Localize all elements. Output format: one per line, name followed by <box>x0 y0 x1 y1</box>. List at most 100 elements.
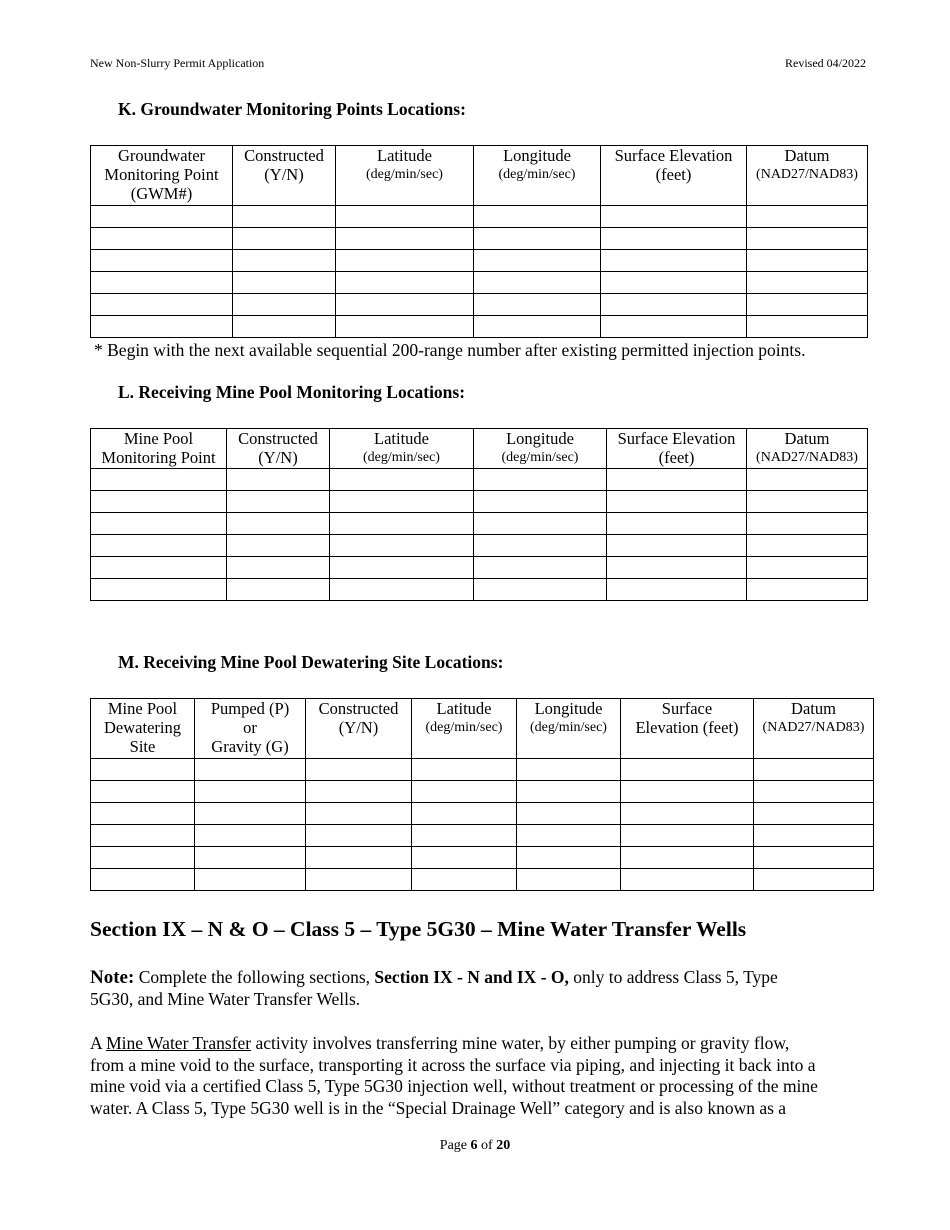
table-cell[interactable] <box>600 315 747 338</box>
table-cell[interactable] <box>226 490 330 513</box>
table-cell[interactable] <box>753 846 874 869</box>
table-cell[interactable] <box>746 534 868 557</box>
table-cell[interactable] <box>620 868 754 891</box>
table-cell[interactable] <box>232 249 336 272</box>
table-cell[interactable] <box>194 868 306 891</box>
table-cell[interactable] <box>194 758 306 781</box>
table-cell[interactable] <box>620 824 754 847</box>
table-cell[interactable] <box>516 758 621 781</box>
table-cell[interactable] <box>746 578 868 601</box>
table-cell[interactable] <box>746 249 868 272</box>
table-cell[interactable] <box>753 758 874 781</box>
table-cell[interactable] <box>620 846 754 869</box>
table-cell[interactable] <box>516 846 621 869</box>
table-cell[interactable] <box>753 802 874 825</box>
table-cell[interactable] <box>232 293 336 316</box>
table-cell[interactable] <box>473 315 601 338</box>
table-cell[interactable] <box>305 758 412 781</box>
table-cell[interactable] <box>516 780 621 803</box>
table-cell[interactable] <box>753 868 874 891</box>
table-cell[interactable] <box>473 490 607 513</box>
table-cell[interactable] <box>226 512 330 535</box>
table-cell[interactable] <box>473 205 601 228</box>
table-cell[interactable] <box>90 802 195 825</box>
table-cell[interactable] <box>473 249 601 272</box>
table-cell[interactable] <box>600 227 747 250</box>
table-cell[interactable] <box>606 490 747 513</box>
table-cell[interactable] <box>90 512 227 535</box>
table-cell[interactable] <box>90 758 195 781</box>
table-cell[interactable] <box>473 556 607 579</box>
table-cell[interactable] <box>606 556 747 579</box>
table-cell[interactable] <box>90 205 233 228</box>
table-cell[interactable] <box>232 227 336 250</box>
table-cell[interactable] <box>232 315 336 338</box>
table-cell[interactable] <box>226 556 330 579</box>
table-cell[interactable] <box>606 534 747 557</box>
table-cell[interactable] <box>90 271 233 294</box>
table-cell[interactable] <box>746 512 868 535</box>
table-cell[interactable] <box>411 802 517 825</box>
table-cell[interactable] <box>329 556 474 579</box>
table-cell[interactable] <box>746 490 868 513</box>
table-cell[interactable] <box>90 534 227 557</box>
table-cell[interactable] <box>90 490 227 513</box>
table-cell[interactable] <box>606 578 747 601</box>
table-cell[interactable] <box>194 802 306 825</box>
table-cell[interactable] <box>90 824 195 847</box>
table-cell[interactable] <box>473 293 601 316</box>
table-cell[interactable] <box>329 512 474 535</box>
table-cell[interactable] <box>226 578 330 601</box>
table-cell[interactable] <box>90 780 195 803</box>
table-cell[interactable] <box>473 578 607 601</box>
table-cell[interactable] <box>746 293 868 316</box>
table-cell[interactable] <box>90 227 233 250</box>
table-cell[interactable] <box>600 205 747 228</box>
table-cell[interactable] <box>90 846 195 869</box>
table-cell[interactable] <box>335 315 474 338</box>
table-cell[interactable] <box>232 205 336 228</box>
table-cell[interactable] <box>516 802 621 825</box>
table-cell[interactable] <box>473 468 607 491</box>
table-cell[interactable] <box>600 293 747 316</box>
table-cell[interactable] <box>620 780 754 803</box>
table-cell[interactable] <box>473 512 607 535</box>
table-cell[interactable] <box>473 227 601 250</box>
table-cell[interactable] <box>335 227 474 250</box>
table-cell[interactable] <box>226 468 330 491</box>
table-cell[interactable] <box>411 824 517 847</box>
table-cell[interactable] <box>473 534 607 557</box>
table-cell[interactable] <box>600 249 747 272</box>
table-cell[interactable] <box>746 205 868 228</box>
table-cell[interactable] <box>194 780 306 803</box>
table-cell[interactable] <box>335 249 474 272</box>
table-cell[interactable] <box>90 293 233 316</box>
table-cell[interactable] <box>746 315 868 338</box>
table-cell[interactable] <box>335 293 474 316</box>
table-cell[interactable] <box>600 271 747 294</box>
table-cell[interactable] <box>90 249 233 272</box>
table-cell[interactable] <box>90 578 227 601</box>
table-cell[interactable] <box>746 556 868 579</box>
table-cell[interactable] <box>516 868 621 891</box>
table-cell[interactable] <box>305 868 412 891</box>
table-cell[interactable] <box>516 824 621 847</box>
table-cell[interactable] <box>753 780 874 803</box>
table-cell[interactable] <box>746 227 868 250</box>
table-cell[interactable] <box>90 556 227 579</box>
table-cell[interactable] <box>90 868 195 891</box>
table-cell[interactable] <box>335 205 474 228</box>
table-cell[interactable] <box>90 315 233 338</box>
table-cell[interactable] <box>90 468 227 491</box>
table-cell[interactable] <box>329 534 474 557</box>
table-cell[interactable] <box>411 758 517 781</box>
table-cell[interactable] <box>473 271 601 294</box>
table-cell[interactable] <box>746 468 868 491</box>
table-cell[interactable] <box>606 512 747 535</box>
table-cell[interactable] <box>411 868 517 891</box>
table-cell[interactable] <box>305 824 412 847</box>
table-cell[interactable] <box>335 271 474 294</box>
table-cell[interactable] <box>329 468 474 491</box>
table-cell[interactable] <box>232 271 336 294</box>
table-cell[interactable] <box>329 578 474 601</box>
